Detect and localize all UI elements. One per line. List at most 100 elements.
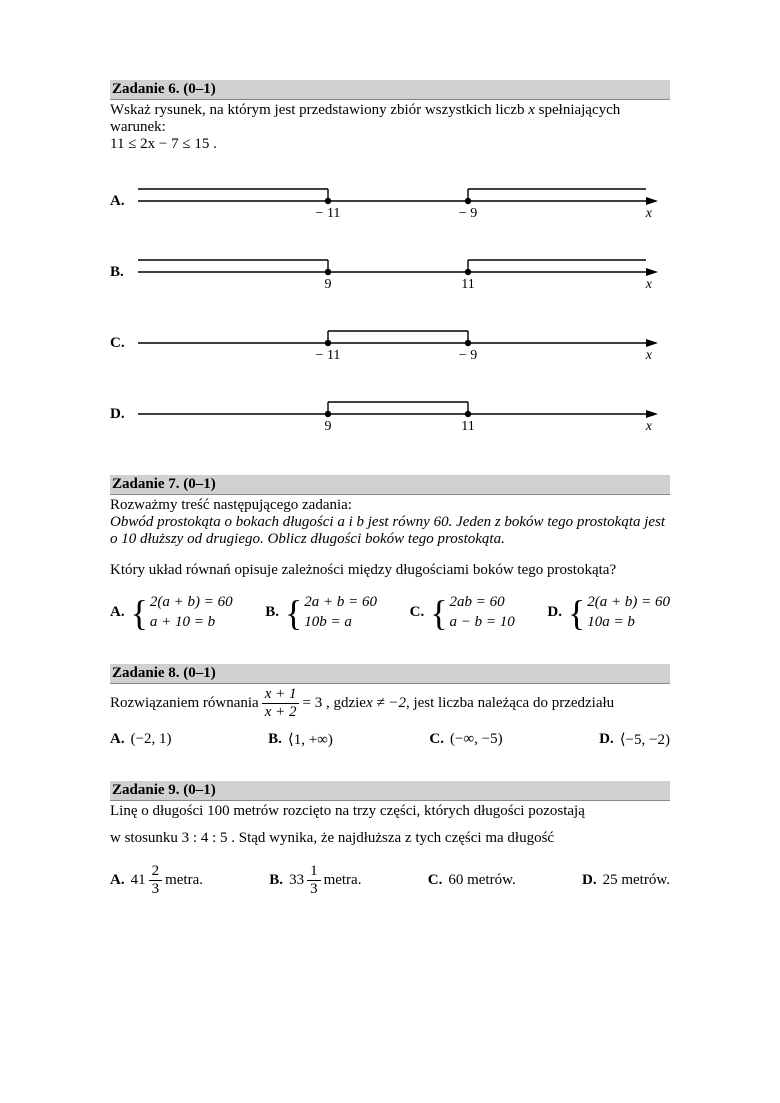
option-label: B. <box>110 264 138 281</box>
task8-header: Zadanie 8. (0–1) <box>110 664 670 684</box>
svg-text:x: x <box>645 206 653 221</box>
eq-row: 2(a + b) = 60 <box>587 593 670 613</box>
task7-intro: Rozważmy treść następującego zadania: <box>110 497 670 514</box>
task6-prompt: Wskaż rysunek, na którym jest przedstawi… <box>110 102 670 136</box>
number-line-svg: 911x <box>138 242 658 301</box>
fraction: 13 <box>307 863 321 897</box>
number-line-svg: − 11 − 9 x <box>138 313 658 372</box>
fraction: 23 <box>149 863 163 897</box>
svg-text:x: x <box>645 419 653 434</box>
eq-row: 2a + b = 60 <box>304 593 377 613</box>
option: D. 25 metrów. <box>582 863 670 897</box>
svg-text:9: 9 <box>325 419 332 434</box>
interval-value: ⟨−5, −2) <box>620 730 670 749</box>
option: C. {2ab = 60a − b = 10 <box>410 593 515 632</box>
number-line-option: C. − 11 − 9 x <box>110 313 670 372</box>
task8-text: Rozwiązaniem równania x + 1 x + 2 = 3 , … <box>110 686 670 720</box>
mixed-whole: 41 <box>131 872 146 889</box>
eq-row: 10b = a <box>304 613 377 633</box>
frac-num: 2 <box>149 863 163 881</box>
task7-problem-line1: Obwód prostokąta o bokach długości a i b… <box>110 514 670 531</box>
system-rows: 2ab = 60a − b = 10 <box>450 593 515 632</box>
option: A. {2(a + b) = 60a + 10 = b <box>110 593 233 632</box>
frac-den: 3 <box>307 881 321 898</box>
task9-line2: w stosunku 3 : 4 : 5 . Stąd wynika, że n… <box>110 830 670 847</box>
task6-prompt-var: x <box>528 102 535 118</box>
option-label: A. <box>110 731 125 748</box>
eq-row: 10a = b <box>587 613 670 633</box>
task8-text-pre: Rozwiązaniem równania <box>110 695 259 712</box>
option: D. {2(a + b) = 6010a = b <box>547 593 670 632</box>
option-label: D. <box>547 604 562 621</box>
number-line-option: B.911x <box>110 242 670 301</box>
system-rows: 2a + b = 6010b = a <box>304 593 377 632</box>
option-value: 25 metrów. <box>603 872 670 889</box>
svg-text:− 11: − 11 <box>316 206 341 221</box>
unit: metra. <box>165 872 203 889</box>
number-line-svg: − 11 − 9 x <box>138 171 658 230</box>
svg-text:− 9: − 9 <box>459 206 477 221</box>
option: B. {2a + b = 6010b = a <box>265 593 377 632</box>
task9-options: A.4123 metra.B.3313 metra.C.60 metrów.D.… <box>110 863 670 897</box>
task8-frac-num: x + 1 <box>262 686 300 704</box>
option: B.3313 metra. <box>269 863 361 897</box>
svg-text:− 11: − 11 <box>316 348 341 363</box>
brace-icon: { <box>430 595 447 631</box>
number-line-option: A.− 11− 9x <box>110 171 670 230</box>
brace-icon: { <box>568 595 585 631</box>
option-value: 60 metrów. <box>448 872 515 889</box>
svg-text:11: 11 <box>461 419 474 434</box>
task7-options: A.{2(a + b) = 60a + 10 = bB.{2a + b = 60… <box>110 593 670 632</box>
option-label: D. <box>110 406 138 423</box>
eq-row: 2(a + b) = 60 <box>150 593 233 613</box>
svg-text:x: x <box>645 277 653 292</box>
option-label: C. <box>429 731 444 748</box>
task8-text-post: , jest liczba należąca do przedziału <box>406 695 614 712</box>
option-label: A. <box>110 604 125 621</box>
task9-body: Linę o długości 100 metrów rozcięto na t… <box>110 803 670 897</box>
option: B. ⟨1, +∞) <box>268 730 333 749</box>
task6-body: Wskaż rysunek, na którym jest przedstawi… <box>110 102 670 443</box>
task7-question: Który układ równań opisuje zależności mi… <box>110 562 670 579</box>
option-label: B. <box>269 872 283 889</box>
svg-text:− 9: − 9 <box>459 348 477 363</box>
option-label: C. <box>410 604 425 621</box>
number-line-option: D. 9 11 x <box>110 384 670 443</box>
system-rows: 2(a + b) = 6010a = b <box>587 593 670 632</box>
brace-icon: { <box>285 595 302 631</box>
equation-system: {2(a + b) = 6010a = b <box>568 593 670 632</box>
task6-header: Zadanie 6. (0–1) <box>110 80 670 100</box>
option-label: C. <box>110 335 138 352</box>
svg-text:9: 9 <box>325 277 332 292</box>
eq-row: a + 10 = b <box>150 613 233 633</box>
task6-diagrams: A.− 11− 9xB.911xC.− 11− 9xD.911x <box>110 171 670 443</box>
option: A. (−2, 1) <box>110 730 172 749</box>
task8-body: Rozwiązaniem równania x + 1 x + 2 = 3 , … <box>110 686 670 749</box>
task7-problem-line2: o 10 dłuższy od drugiego. Oblicz długośc… <box>110 531 670 548</box>
task7-header: Zadanie 7. (0–1) <box>110 475 670 495</box>
option-label: D. <box>599 731 614 748</box>
option-label: B. <box>268 731 282 748</box>
equation-system: {2(a + b) = 60a + 10 = b <box>131 593 233 632</box>
task6-prompt-pre: Wskaż rysunek, na którym jest przedstawi… <box>110 102 528 118</box>
task6-inequality: 11 ≤ 2x − 7 ≤ 15 . <box>110 136 670 153</box>
task8-fraction: x + 1 x + 2 <box>262 686 300 720</box>
option: A. 4123 metra. <box>110 863 203 897</box>
option: D. ⟨−5, −2) <box>599 730 670 749</box>
equation-system: {2ab = 60a − b = 10 <box>430 593 515 632</box>
option-label: D. <box>582 872 597 889</box>
option-label: C. <box>428 872 443 889</box>
option: C.(−∞, −5) <box>429 730 502 749</box>
interval-value: ⟨1, +∞) <box>288 730 333 749</box>
interval-value: (−2, 1) <box>131 731 172 748</box>
page: Zadanie 6. (0–1) Wskaż rysunek, na który… <box>0 0 780 965</box>
eq-row: a − b = 10 <box>450 613 515 633</box>
option: C. 60 metrów. <box>428 863 516 897</box>
option-label: A. <box>110 872 125 889</box>
option-label: B. <box>265 604 279 621</box>
task7-body: Rozważmy treść następującego zadania: Ob… <box>110 497 670 632</box>
task8-frac-den: x + 2 <box>262 704 300 721</box>
number-line-svg: 9 11 x <box>138 384 658 443</box>
svg-text:x: x <box>645 348 653 363</box>
unit: metra. <box>324 872 362 889</box>
